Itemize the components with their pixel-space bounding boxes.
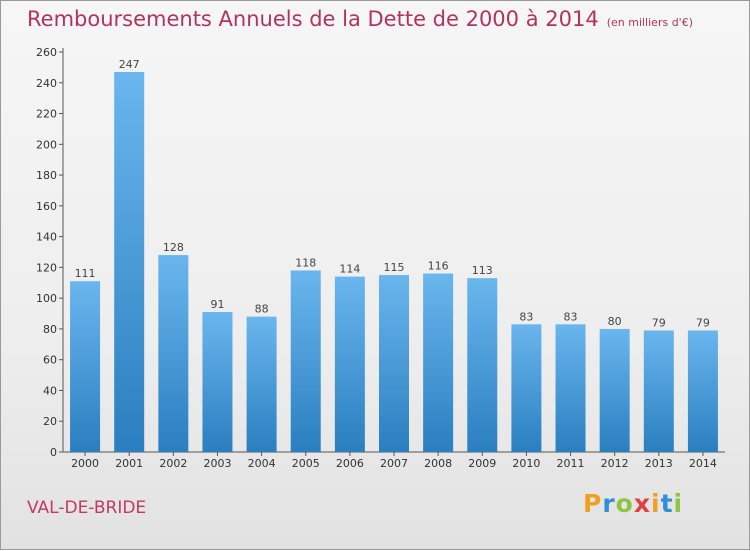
x-tick-label: 2000 — [71, 457, 99, 470]
bar — [246, 316, 277, 452]
y-tick-label: 100 — [36, 292, 57, 305]
y-tick-label: 180 — [36, 169, 57, 182]
y-tick-label: 140 — [36, 231, 57, 244]
y-tick-label: 60 — [43, 354, 57, 367]
bar-value-label: 91 — [210, 298, 224, 311]
x-tick-label: 2014 — [689, 457, 717, 470]
bar-value-label: 113 — [472, 264, 493, 277]
bar-value-label: 79 — [696, 316, 710, 329]
bar — [555, 324, 586, 452]
logo-letter: P — [583, 489, 603, 518]
x-tick-label: 2011 — [557, 457, 585, 470]
bar — [158, 255, 189, 452]
bar — [423, 273, 454, 452]
bar — [511, 324, 542, 452]
x-tick-label: 2009 — [468, 457, 496, 470]
bar-value-label: 111 — [75, 267, 96, 280]
bar-value-label: 247 — [119, 58, 140, 71]
bar-value-label: 128 — [163, 241, 184, 254]
y-tick-label: 240 — [36, 77, 57, 90]
bar — [290, 270, 321, 452]
y-tick-label: 200 — [36, 138, 57, 151]
chart-unit: (en milliers d'€) — [606, 16, 693, 29]
x-tick-label: 2006 — [336, 457, 364, 470]
x-tick-label: 2001 — [115, 457, 143, 470]
bar — [687, 330, 718, 452]
x-tick-label: 2007 — [380, 457, 408, 470]
y-tick-label: 120 — [36, 261, 57, 274]
logo-letter: t — [660, 489, 674, 518]
x-tick-label: 2012 — [601, 457, 629, 470]
chart-title: Remboursements Annuels de la Dette de 20… — [27, 7, 693, 31]
x-tick-label: 2004 — [248, 457, 276, 470]
y-tick-label: 80 — [43, 323, 57, 336]
logo-letter: x — [633, 489, 651, 518]
bar-value-label: 80 — [608, 315, 622, 328]
y-tick-label: 40 — [43, 384, 57, 397]
x-tick-label: 2002 — [159, 457, 187, 470]
logo-letter: i — [673, 489, 684, 518]
bars: 111 247 128 91 88 118 114 115 116 113 83 83 80 79 79 — [70, 58, 718, 452]
bar — [334, 276, 365, 452]
y-tick-label: 260 — [36, 46, 57, 59]
y-tick-label: 160 — [36, 200, 57, 213]
proxiti-logo: Proxiti — [583, 489, 683, 518]
chart-title-text: Remboursements Annuels de la Dette de 20… — [27, 7, 599, 31]
bar — [202, 312, 233, 452]
bar-value-label: 79 — [652, 316, 666, 329]
bar-value-label: 115 — [384, 261, 405, 274]
bar-value-label: 118 — [295, 256, 316, 269]
commune-name: VAL-DE-BRIDE — [27, 498, 147, 518]
y-tick-label: 20 — [43, 415, 57, 428]
logo-letter: r — [602, 489, 616, 518]
bar — [70, 281, 101, 452]
bar — [467, 278, 498, 452]
x-tick-label: 2008 — [424, 457, 452, 470]
bar-value-label: 83 — [564, 310, 578, 323]
bar — [379, 275, 409, 452]
x-tick-label: 2005 — [292, 457, 320, 470]
axes: 0 20 40 60 80 100 120 140 160 180 200 220 240 260 2000… — [36, 46, 725, 470]
bar-value-label: 83 — [519, 310, 533, 323]
bar — [643, 330, 674, 452]
x-tick-label: 2003 — [203, 457, 231, 470]
logo-letter: o — [615, 489, 634, 518]
bar — [114, 72, 145, 452]
bar-value-label: 114 — [339, 263, 360, 276]
logo-letter: i — [651, 489, 661, 518]
bar-value-label: 88 — [255, 303, 269, 316]
y-tick-label: 220 — [36, 108, 57, 121]
bar — [599, 328, 630, 452]
x-tick-label: 2013 — [645, 457, 673, 470]
y-tick-label: 0 — [50, 446, 57, 459]
x-tick-label: 2010 — [512, 457, 540, 470]
bar-value-label: 116 — [428, 260, 449, 273]
